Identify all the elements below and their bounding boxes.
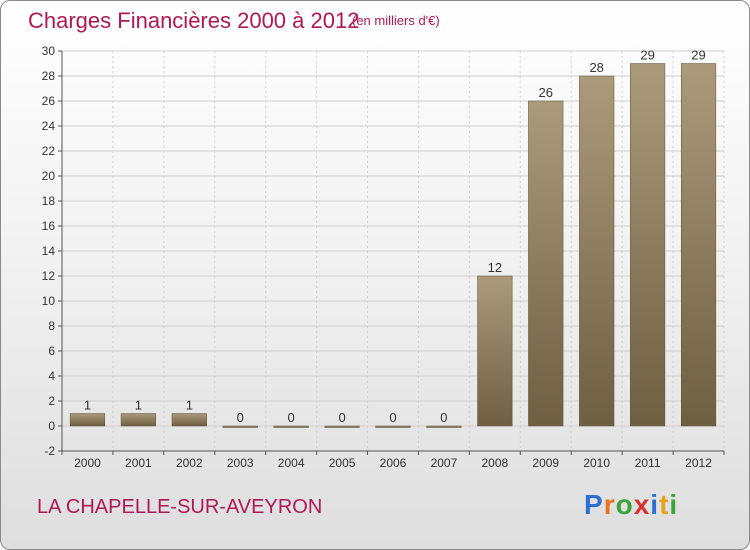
y-tick-label: 10 [42,294,56,308]
y-tick-label: 22 [42,144,56,158]
x-tick-label: 2012 [685,456,712,470]
bar-2003 [222,425,258,428]
bar-2001 [120,413,156,427]
x-tick-label: 2004 [278,456,305,470]
x-tick-label: 2011 [635,456,661,470]
bar-2007 [426,425,462,428]
x-tick-label: 2005 [329,456,356,470]
x-tick-label: 2001 [125,456,152,470]
data-label: 29 [691,48,705,63]
x-tick-label: 2003 [227,456,254,470]
x-tick-label: 2009 [532,456,559,470]
data-label: 0 [440,410,447,425]
brand-letter: i [669,489,679,520]
data-label: 0 [338,410,345,425]
bar-2010 [579,75,615,427]
x-tick-label: 2006 [380,456,407,470]
data-label: 12 [488,260,502,275]
x-tick-label: 2008 [481,456,508,470]
brand-letter: o [615,489,634,520]
data-label: 0 [389,410,396,425]
y-tick-label: 0 [48,419,55,433]
data-label: 0 [288,410,295,425]
data-label: 26 [539,85,553,100]
y-tick-label: 18 [42,194,56,208]
y-tick-label: 26 [42,94,56,108]
bar-2008 [477,275,513,427]
brand-letter: t [659,489,670,520]
x-tick-label: 2010 [583,456,610,470]
brand-letter: x [633,489,651,520]
data-label: 1 [186,398,193,413]
y-tick-label: -2 [44,444,55,458]
commune-name: LA CHAPELLE-SUR-AVEYRON [37,496,323,518]
y-tick-label: 8 [48,319,55,333]
grid-lines [61,50,725,452]
bar-2012 [680,63,717,427]
chart-unit: (en milliers d'€) [352,13,440,28]
data-label: 1 [84,398,91,413]
y-tick-label: 16 [42,219,56,233]
bar-2006 [375,425,411,428]
brand-letter: r [603,489,616,520]
x-tick-label: 2000 [74,456,101,470]
y-tick-label: 2 [48,394,55,408]
chart-title: Charges Financières 2000 à 2012 [28,8,360,33]
bar-2002 [171,413,207,427]
data-label: 29 [640,48,654,63]
bar-2005 [324,425,360,428]
y-tick-label: 12 [42,269,56,283]
bars [69,63,717,428]
bar-2009 [528,100,564,427]
bar-2000 [69,413,106,427]
y-tick-label: 28 [42,69,56,83]
data-label: 0 [237,410,244,425]
bar-2011 [630,63,666,427]
data-label: 1 [135,398,142,413]
y-tick-label: 24 [42,119,56,133]
bar-2004 [273,425,309,428]
y-tick-label: 4 [48,369,55,383]
data-label: 28 [589,60,603,75]
proxiti-logo: Proxiti [584,489,678,521]
data-labels: 1 1 1 0 0 0 0 0 12 26 28 29 29 [84,48,706,426]
y-tick-label: 30 [42,44,56,58]
brand-letter: P [584,489,604,520]
brand-letter: i [650,489,660,520]
y-tick-label: 14 [42,244,56,258]
y-tick-label: 6 [48,344,55,358]
x-tick-label: 2007 [431,456,458,470]
y-tick-label: 20 [42,169,56,183]
x-tick-label: 2002 [176,456,203,470]
